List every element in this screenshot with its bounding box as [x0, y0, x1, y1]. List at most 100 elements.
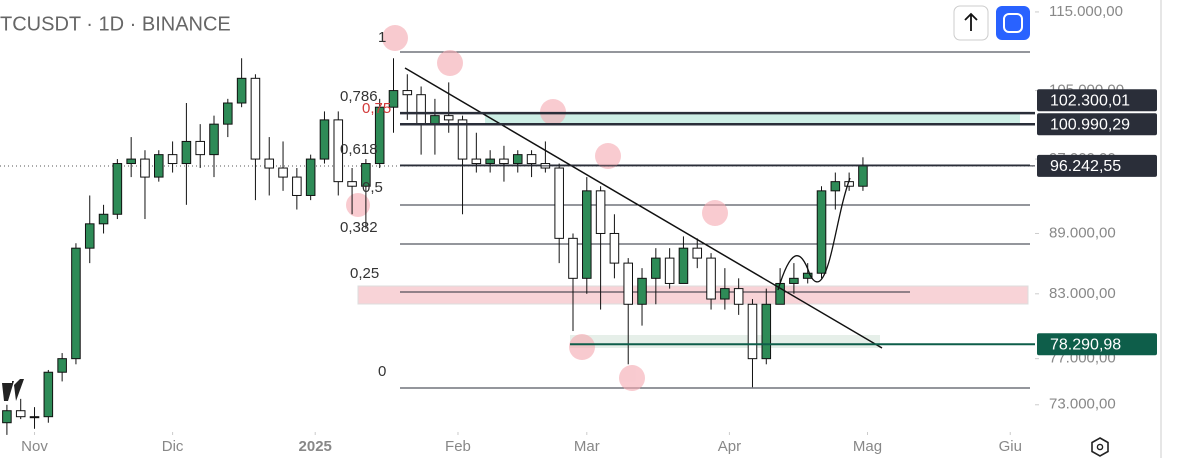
- fib-label: 0,75: [362, 100, 391, 117]
- candle-body: [2, 410, 12, 424]
- fib-label: 0,618: [340, 141, 378, 158]
- candle-body: [167, 154, 178, 165]
- y-tick-label: 73.000,00: [1049, 396, 1116, 413]
- price-badge: [1037, 154, 1157, 177]
- candle-body: [98, 213, 109, 225]
- price-badge: [1037, 113, 1157, 136]
- candle-body: [457, 119, 468, 160]
- candle-body: [361, 163, 371, 187]
- x-tick-label: 2025: [299, 438, 332, 455]
- candle-body: [733, 288, 744, 305]
- price-badge: [1037, 89, 1157, 112]
- candle-body: [706, 257, 716, 300]
- candle-body: [747, 303, 758, 360]
- candle-body: [858, 165, 868, 187]
- indicator-line: [777, 177, 851, 291]
- candle-body: [678, 247, 689, 284]
- sync-icon: [1003, 13, 1023, 33]
- x-tick-label: Apr: [718, 438, 741, 455]
- marker: [437, 50, 463, 76]
- logo: [2, 379, 24, 401]
- marker: [702, 200, 728, 226]
- candle-body: [84, 223, 95, 249]
- candle-body: [112, 163, 123, 215]
- fib-label: 1: [378, 29, 386, 46]
- y-tick-label: 89.000,00: [1049, 224, 1116, 241]
- price-badge-label: 78.290,98: [1050, 337, 1121, 354]
- candle-body: [29, 416, 40, 419]
- candle-body: [388, 90, 399, 108]
- x-tick-label: Feb: [445, 438, 471, 455]
- candles: [2, 58, 868, 435]
- candle-body: [402, 90, 413, 96]
- candle-body: [319, 119, 330, 160]
- candle-body: [430, 115, 440, 125]
- marker: [346, 193, 370, 217]
- candle-body: [761, 303, 772, 360]
- fib-label: 0,786: [340, 88, 378, 105]
- marker: [595, 143, 621, 169]
- candle-body: [181, 140, 192, 165]
- price-badge: [1037, 333, 1157, 356]
- candle-body: [637, 277, 647, 305]
- settings-button[interactable]: [1091, 437, 1109, 457]
- candle-body: [195, 140, 205, 156]
- candle-body: [43, 371, 54, 418]
- candle-body: [830, 181, 841, 192]
- candle-body: [278, 167, 288, 178]
- candle-body: [471, 158, 482, 165]
- candle-body: [568, 237, 578, 279]
- y-tick-label: 83.000,00: [1049, 285, 1116, 302]
- x-tick-label: Nov: [21, 438, 48, 455]
- candle-body: [802, 272, 813, 279]
- arrow-icon: [964, 12, 978, 31]
- candle-body: [15, 410, 26, 418]
- resistance-zone: [485, 114, 1020, 125]
- candle-body: [57, 358, 67, 373]
- candle-body: [374, 106, 385, 165]
- marker: [619, 365, 645, 391]
- fib-label: 0,25: [350, 265, 379, 282]
- price-badge-label: 102.300,01: [1050, 92, 1130, 109]
- candle-body: [623, 262, 633, 305]
- fib-lines: [400, 51, 1030, 389]
- x-tick-label: Mag: [853, 438, 882, 455]
- candle-body: [499, 158, 509, 165]
- trend-line: [404, 67, 883, 349]
- fib-label: 0,5: [362, 179, 383, 196]
- sync-button[interactable]: [996, 6, 1030, 40]
- y-axis: 115.000,00105.000,0097.000,0089.000,0083…: [1035, 3, 1157, 413]
- candle-body: [209, 123, 219, 156]
- price-badge-label: 100.990,29: [1050, 116, 1130, 133]
- candle-body: [609, 232, 620, 264]
- candle-body: [720, 288, 730, 300]
- x-tick-label: Dic: [162, 438, 184, 455]
- y-tick-label: 115.000,00: [1049, 3, 1123, 20]
- candle-body: [223, 102, 233, 125]
- candle-body: [71, 247, 81, 360]
- candle-body: [305, 158, 316, 196]
- x-tick-label: Mar: [574, 438, 600, 455]
- candle-body: [595, 190, 606, 234]
- candle-body: [416, 94, 426, 125]
- demand-zone: [570, 335, 880, 348]
- candle-body: [651, 257, 661, 279]
- x-tick-label: Giu: [999, 438, 1022, 455]
- support-zone: [357, 285, 1029, 305]
- candle-body: [264, 158, 275, 169]
- price-badge-label: 96.242,55: [1050, 158, 1121, 175]
- candle-body: [692, 247, 703, 259]
- candle-body: [554, 167, 564, 239]
- candle-body: [582, 190, 592, 279]
- marker: [382, 25, 408, 51]
- candle-body: [485, 158, 495, 165]
- marker: [569, 334, 595, 360]
- candle-body: [250, 77, 261, 160]
- candle-body: [236, 77, 247, 104]
- candle-body: [816, 190, 827, 274]
- candle-body: [347, 181, 357, 187]
- candle-body: [789, 277, 799, 284]
- settings-icon: [1096, 443, 1104, 451]
